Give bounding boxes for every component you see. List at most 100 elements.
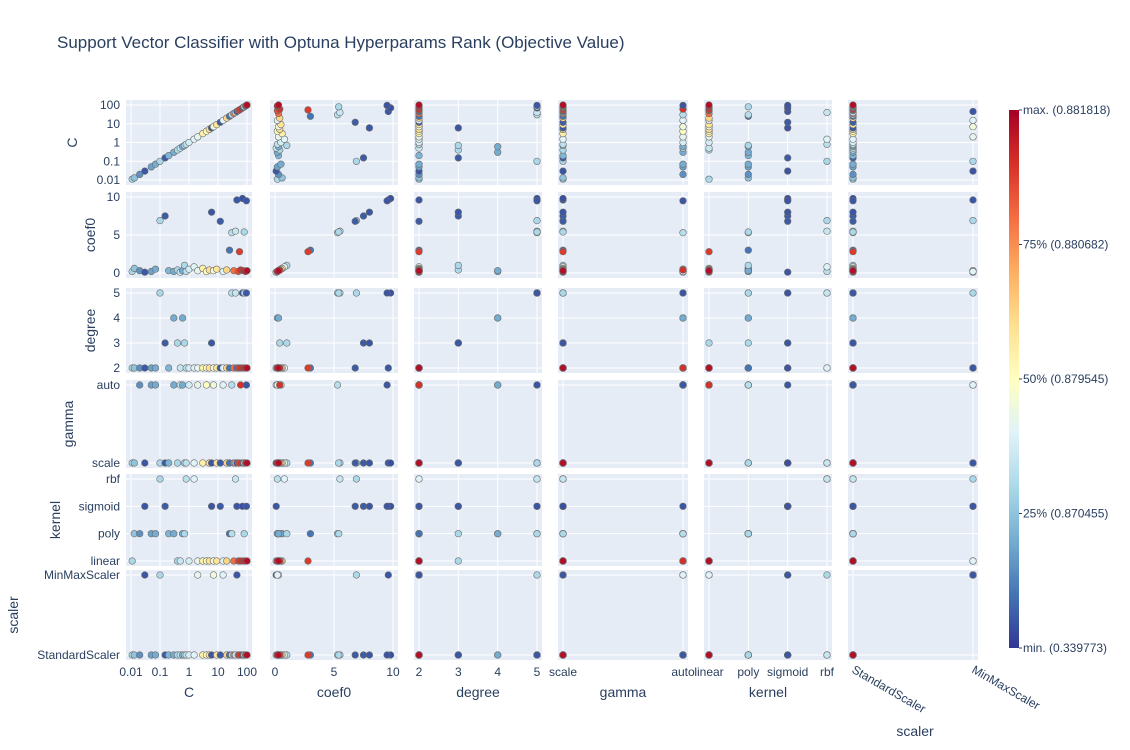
trial-point-21[interactable] bbox=[365, 124, 374, 132]
trial-point-17[interactable] bbox=[194, 133, 202, 141]
trial-point-39[interactable] bbox=[849, 502, 857, 510]
trial-point-39[interactable] bbox=[849, 197, 857, 205]
trial-point-40[interactable] bbox=[849, 364, 857, 372]
trial-point-37[interactable] bbox=[559, 289, 567, 297]
trial-point-21[interactable] bbox=[454, 651, 462, 659]
trial-point-40[interactable] bbox=[274, 459, 283, 467]
trial-point-39[interactable] bbox=[784, 381, 792, 389]
trial-point-30[interactable] bbox=[849, 475, 857, 483]
trial-point-5[interactable] bbox=[744, 160, 752, 168]
trial-point-39[interactable] bbox=[242, 289, 250, 297]
trial-point-10[interactable] bbox=[705, 339, 713, 347]
trial-point-2[interactable] bbox=[744, 170, 752, 178]
trial-point-40[interactable] bbox=[559, 364, 567, 372]
trial-point-8[interactable] bbox=[165, 364, 173, 372]
trial-point-21[interactable] bbox=[454, 208, 462, 216]
trial-point-27[interactable] bbox=[306, 112, 315, 120]
trial-point-40[interactable] bbox=[849, 459, 857, 467]
trial-point-37[interactable] bbox=[240, 228, 248, 236]
trial-point-8[interactable] bbox=[165, 459, 173, 467]
trial-point-6[interactable] bbox=[156, 571, 164, 579]
trial-point-37[interactable] bbox=[335, 289, 343, 297]
trial-point-40[interactable] bbox=[705, 557, 713, 565]
trial-point-6[interactable] bbox=[823, 157, 831, 165]
trial-point-39[interactable] bbox=[533, 197, 541, 205]
trial-point-21[interactable] bbox=[208, 208, 216, 216]
trial-point-10[interactable] bbox=[276, 339, 284, 347]
trial-point-30[interactable] bbox=[559, 475, 567, 483]
trial-point-3[interactable] bbox=[784, 167, 792, 175]
trial-point-12[interactable] bbox=[274, 314, 283, 322]
trial-point-30[interactable] bbox=[231, 289, 240, 297]
trial-point-26[interactable] bbox=[223, 266, 231, 274]
trial-point-39[interactable] bbox=[533, 101, 541, 109]
trial-point-40[interactable] bbox=[274, 651, 283, 659]
trial-point-7[interactable] bbox=[454, 154, 462, 162]
trial-point-40[interactable] bbox=[243, 267, 251, 275]
trial-point-40[interactable] bbox=[705, 267, 713, 275]
trial-point-25[interactable] bbox=[273, 571, 282, 579]
trial-point-6[interactable] bbox=[969, 289, 977, 297]
trial-point-6[interactable] bbox=[533, 571, 541, 579]
trial-point-39[interactable] bbox=[784, 101, 792, 109]
trial-point-13[interactable] bbox=[744, 261, 752, 270]
trial-point-7[interactable] bbox=[161, 339, 169, 347]
trial-point-39[interactable] bbox=[383, 502, 391, 510]
trial-point-24[interactable] bbox=[216, 651, 224, 659]
trial-point-24[interactable] bbox=[559, 217, 567, 225]
trial-point-40[interactable] bbox=[274, 364, 283, 372]
trial-point-28[interactable] bbox=[679, 229, 687, 237]
trial-point-12[interactable] bbox=[494, 267, 502, 275]
trial-point-14[interactable] bbox=[273, 475, 282, 483]
trial-point-40[interactable] bbox=[243, 364, 251, 372]
trial-point-21[interactable] bbox=[208, 339, 216, 347]
trial-point-22[interactable] bbox=[209, 381, 218, 389]
trial-point-10[interactable] bbox=[454, 557, 462, 565]
trial-point-27[interactable] bbox=[306, 530, 315, 538]
trial-point-19[interactable] bbox=[202, 381, 211, 389]
trial-point-17[interactable] bbox=[969, 133, 977, 141]
trial-point-11[interactable] bbox=[176, 557, 184, 565]
trial-point-40[interactable] bbox=[705, 459, 713, 467]
trial-point-37[interactable] bbox=[744, 530, 752, 538]
trial-point-3[interactable] bbox=[141, 571, 149, 579]
trial-point-12[interactable] bbox=[179, 381, 187, 389]
trial-point-3[interactable] bbox=[141, 364, 149, 372]
trial-point-31[interactable] bbox=[969, 502, 977, 510]
trial-point-5[interactable] bbox=[277, 160, 285, 168]
trial-point-40[interactable] bbox=[415, 459, 423, 467]
trial-point-6[interactable] bbox=[156, 289, 164, 297]
trial-point-39[interactable] bbox=[242, 197, 250, 205]
trial-point-25[interactable] bbox=[705, 571, 713, 579]
trial-point-15[interactable] bbox=[185, 557, 193, 565]
trial-point-31[interactable] bbox=[559, 571, 567, 579]
trial-point-34[interactable] bbox=[679, 266, 687, 274]
trial-point-24[interactable] bbox=[415, 217, 423, 225]
trial-point-2[interactable] bbox=[136, 530, 144, 538]
trial-point-10[interactable] bbox=[173, 459, 182, 467]
trial-point-5[interactable] bbox=[849, 160, 857, 168]
trial-point-39[interactable] bbox=[784, 197, 792, 205]
trial-point-21[interactable] bbox=[559, 208, 567, 216]
trial-point-5[interactable] bbox=[151, 651, 160, 659]
trial-point-39[interactable] bbox=[679, 381, 687, 389]
trial-point-3[interactable] bbox=[141, 459, 149, 467]
trial-point-37[interactable] bbox=[335, 530, 343, 538]
trial-point-39[interactable] bbox=[383, 651, 391, 659]
trial-point-24[interactable] bbox=[351, 502, 359, 510]
trial-point-3[interactable] bbox=[559, 167, 567, 175]
trial-point-25[interactable] bbox=[969, 267, 977, 276]
trial-point-5[interactable] bbox=[679, 160, 687, 168]
trial-point-40[interactable] bbox=[415, 101, 423, 109]
trial-point-25[interactable] bbox=[969, 116, 977, 124]
trial-point-7[interactable] bbox=[359, 154, 368, 162]
trial-point-6[interactable] bbox=[156, 217, 164, 225]
trial-point-37[interactable] bbox=[335, 459, 343, 467]
trial-point-5[interactable] bbox=[151, 381, 160, 389]
trial-point-34[interactable] bbox=[679, 364, 687, 372]
trial-point-24[interactable] bbox=[849, 217, 857, 225]
trial-point-35[interactable] bbox=[559, 194, 567, 203]
trial-point-9[interactable] bbox=[170, 314, 178, 322]
trial-point-6[interactable] bbox=[969, 217, 977, 225]
trial-point-40[interactable] bbox=[415, 651, 423, 659]
